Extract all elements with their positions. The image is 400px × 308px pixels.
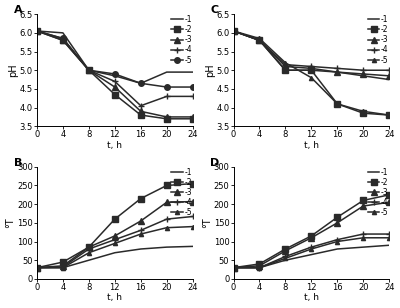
Legend: -1, -2, -3, -4, -5: -1, -2, -3, -4, -5 [368,15,388,65]
Legend: -1, -2, -3, -4, -5: -1, -2, -3, -4, -5 [368,168,388,217]
X-axis label: t, h: t, h [304,141,319,150]
Text: C: C [210,5,218,15]
X-axis label: t, h: t, h [304,294,319,302]
Y-axis label: pH: pH [205,63,215,77]
Text: D: D [210,158,220,168]
Legend: -1, -2, -3, -4, -5: -1, -2, -3, -4, -5 [171,15,192,65]
Y-axis label: °T: °T [202,217,212,228]
Text: A: A [14,5,22,15]
Legend: -1, -2, -3, -4, -5: -1, -2, -3, -4, -5 [171,168,192,217]
X-axis label: t, h: t, h [107,141,122,150]
Y-axis label: °T: °T [6,217,16,228]
Text: B: B [14,158,22,168]
X-axis label: t, h: t, h [107,294,122,302]
Y-axis label: pH: pH [8,63,18,77]
